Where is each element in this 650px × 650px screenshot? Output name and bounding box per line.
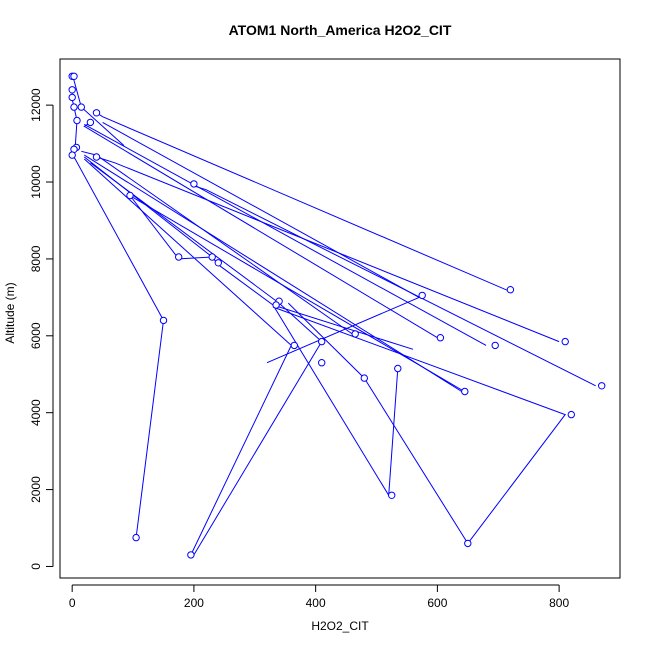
x-tick-label: 0	[69, 596, 76, 610]
y-tick-label: 4000	[29, 399, 43, 426]
series-layer	[71, 77, 596, 556]
series-line-3	[83, 121, 438, 339]
data-point	[175, 253, 183, 261]
y-axis-label: Altitude (m)	[3, 282, 17, 343]
chart-title: ATOM1 North_America H2O2_CIT	[229, 22, 452, 38]
series-line-16	[272, 306, 567, 544]
data-point	[159, 316, 168, 325]
data-point	[318, 337, 326, 346]
x-axis-label: H2O2_CIT	[311, 619, 369, 633]
data-point	[190, 180, 198, 188]
data-point	[436, 334, 445, 342]
y-axis: 0 2000 4000 6000 8000 10000 12000	[29, 88, 54, 570]
x-tick-label: 400	[306, 596, 326, 610]
x-tick-label: 800	[549, 596, 569, 610]
y-tick-label: 8000	[29, 245, 43, 272]
data-point	[461, 387, 469, 396]
data-point	[318, 359, 326, 367]
data-point	[126, 191, 134, 200]
y-tick-label: 0	[29, 563, 43, 570]
data-point	[132, 533, 140, 542]
data-point	[92, 153, 101, 161]
x-axis: 0 200 400 600 800	[69, 584, 569, 610]
marker-layer	[68, 72, 606, 559]
series-line-4	[102, 121, 421, 364]
y-tick-label: 2000	[29, 476, 43, 503]
data-point	[506, 286, 515, 294]
data-point	[86, 118, 95, 127]
data-point	[70, 103, 78, 111]
data-point	[351, 330, 359, 338]
data-point	[491, 341, 499, 350]
data-point	[70, 72, 78, 81]
data-point	[388, 491, 396, 499]
series-line-12	[90, 162, 323, 556]
data-point	[598, 382, 606, 390]
data-point	[561, 337, 569, 346]
data-point	[360, 374, 368, 382]
data-point	[214, 259, 223, 267]
series-line-9	[84, 154, 462, 392]
series-line-6	[96, 156, 560, 343]
data-point	[418, 291, 426, 300]
data-point	[567, 410, 575, 419]
x-tick-label: 200	[184, 596, 204, 610]
series-line-10	[83, 156, 399, 497]
data-point	[68, 86, 76, 94]
data-point	[68, 93, 76, 102]
plot-frame	[59, 58, 621, 579]
series-line-7	[71, 154, 165, 538]
series-line-14	[193, 185, 596, 387]
y-tick-label: 12000	[29, 88, 43, 122]
data-point	[187, 551, 195, 559]
y-tick-label: 10000	[29, 165, 43, 199]
series-line-15	[132, 196, 469, 394]
data-point	[73, 116, 81, 125]
data-point	[77, 103, 86, 111]
series-line-18	[272, 304, 414, 350]
x-tick-label: 600	[427, 596, 447, 610]
data-point	[464, 539, 472, 548]
data-point	[208, 253, 216, 261]
y-tick-label: 6000	[29, 322, 43, 349]
data-point	[92, 109, 101, 117]
series-line-5	[84, 123, 487, 346]
data-point	[68, 151, 76, 159]
data-point	[272, 301, 280, 309]
data-point	[290, 341, 298, 350]
data-point	[394, 364, 402, 373]
